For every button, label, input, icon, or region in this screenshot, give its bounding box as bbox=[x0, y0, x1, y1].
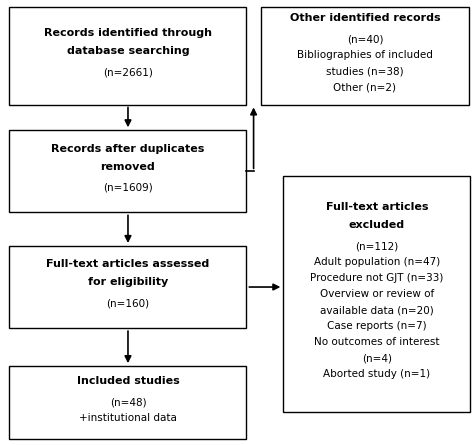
FancyBboxPatch shape bbox=[261, 7, 469, 105]
Text: available data (n=20): available data (n=20) bbox=[320, 305, 434, 315]
Text: Other identified records: Other identified records bbox=[290, 13, 440, 23]
FancyBboxPatch shape bbox=[9, 366, 246, 440]
FancyBboxPatch shape bbox=[9, 130, 246, 212]
Text: (n=1609): (n=1609) bbox=[103, 183, 153, 193]
Text: (n=112): (n=112) bbox=[355, 241, 399, 251]
FancyBboxPatch shape bbox=[9, 246, 246, 328]
Text: excluded: excluded bbox=[349, 220, 405, 230]
Text: Aborted study (n=1): Aborted study (n=1) bbox=[323, 369, 430, 379]
Text: (n=2661): (n=2661) bbox=[103, 67, 153, 77]
Text: Overview or review of: Overview or review of bbox=[319, 289, 434, 299]
Text: database searching: database searching bbox=[67, 46, 189, 56]
Text: Full-text articles: Full-text articles bbox=[326, 202, 428, 212]
Text: Procedure not GJT (n=33): Procedure not GJT (n=33) bbox=[310, 273, 444, 283]
Text: +institutional data: +institutional data bbox=[79, 413, 177, 423]
Text: Records after duplicates: Records after duplicates bbox=[51, 144, 205, 154]
Text: removed: removed bbox=[100, 162, 155, 171]
Text: Case reports (n=7): Case reports (n=7) bbox=[327, 321, 427, 331]
Text: Full-text articles assessed: Full-text articles assessed bbox=[46, 259, 210, 269]
Text: Other (n=2): Other (n=2) bbox=[334, 82, 396, 92]
Text: No outcomes of interest: No outcomes of interest bbox=[314, 337, 439, 347]
Text: Adult population (n=47): Adult population (n=47) bbox=[314, 257, 440, 267]
Text: (n=4): (n=4) bbox=[362, 353, 392, 363]
Text: Records identified through: Records identified through bbox=[44, 28, 212, 38]
Text: Included studies: Included studies bbox=[77, 376, 179, 386]
Text: for eligibility: for eligibility bbox=[88, 277, 168, 287]
Text: (n=40): (n=40) bbox=[346, 34, 383, 44]
Text: (n=48): (n=48) bbox=[109, 397, 146, 407]
Text: studies (n=38): studies (n=38) bbox=[326, 66, 404, 76]
Text: (n=160): (n=160) bbox=[107, 299, 149, 308]
FancyBboxPatch shape bbox=[9, 7, 246, 105]
FancyBboxPatch shape bbox=[283, 176, 470, 412]
Text: Bibliographies of included: Bibliographies of included bbox=[297, 50, 433, 60]
